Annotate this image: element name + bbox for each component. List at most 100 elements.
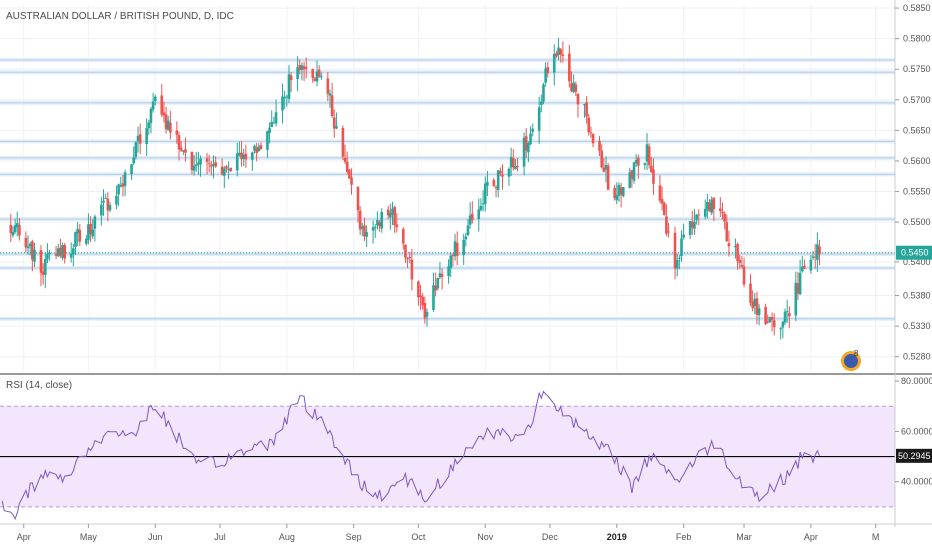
candle-body xyxy=(386,209,390,216)
price-tick-label: 0.5600 xyxy=(903,156,931,166)
candle-body xyxy=(251,152,254,160)
rsi-tick-label: 80.0000 xyxy=(901,376,932,386)
candle-body xyxy=(283,97,286,99)
candle-body xyxy=(380,211,384,229)
candle-body xyxy=(537,107,541,131)
rsi-panel xyxy=(0,373,932,521)
candle-body xyxy=(438,273,442,278)
candle-body xyxy=(18,225,21,236)
candle-body xyxy=(632,162,636,181)
price-tick-label: 0.5500 xyxy=(903,217,931,227)
candle-body xyxy=(738,259,742,263)
candle-body xyxy=(91,229,95,237)
candle-body xyxy=(289,75,293,81)
candle-body xyxy=(253,145,256,151)
candle-body xyxy=(647,146,651,166)
candle-body xyxy=(182,150,185,152)
time-tick-label: Apr xyxy=(804,532,818,542)
candle-body xyxy=(240,152,243,160)
candle-body xyxy=(311,68,315,78)
candle-body xyxy=(425,311,429,317)
candle-body xyxy=(447,266,450,277)
candle-body xyxy=(693,221,696,229)
candle-body xyxy=(328,93,332,96)
candle-body xyxy=(225,166,228,169)
candle-body xyxy=(667,231,670,233)
candle-body xyxy=(121,183,125,187)
candle-body xyxy=(570,83,573,92)
candle-body xyxy=(524,136,528,151)
price-tick-label: 0.5400 xyxy=(903,257,931,267)
candle-body xyxy=(74,232,77,247)
candle-body xyxy=(162,112,166,116)
candle-body xyxy=(341,128,345,157)
candle-body xyxy=(509,156,513,168)
candle-body xyxy=(753,298,757,307)
candle-body xyxy=(617,185,621,196)
price-tick-label: 0.5330 xyxy=(903,321,931,331)
time-tick-label: Jun xyxy=(148,532,163,542)
candle-body xyxy=(772,320,776,327)
candle-body xyxy=(115,195,118,205)
current-price-badge xyxy=(896,245,932,260)
candle-body xyxy=(9,225,13,234)
candle-body xyxy=(719,208,722,211)
candle-body xyxy=(436,277,440,289)
candle-body xyxy=(33,249,36,262)
candle-body xyxy=(266,131,269,150)
candle-body xyxy=(24,237,28,248)
candle-body xyxy=(320,76,323,78)
candle-body xyxy=(645,144,649,162)
candle-body xyxy=(28,243,32,247)
price-tick-label: 0.5750 xyxy=(903,64,931,74)
candle-body xyxy=(507,168,511,177)
candle-body xyxy=(613,187,616,199)
candle-body xyxy=(479,205,483,210)
time-axis: Apr May Jun Jul Aug Sep Oct Nov Dec 2019 Feb Mar Apr… xyxy=(0,523,932,542)
candle-body xyxy=(650,165,653,172)
candle-body xyxy=(783,311,787,323)
candle-body xyxy=(300,65,304,70)
candle-body xyxy=(634,160,638,164)
candle-body xyxy=(145,128,148,145)
candle-body xyxy=(304,67,308,69)
time-tick-label: Aug xyxy=(279,532,295,542)
time-tick-label: Feb xyxy=(676,532,692,542)
candle-body xyxy=(108,205,112,211)
candle-body xyxy=(453,241,457,257)
candle-body xyxy=(637,157,640,166)
candle-body xyxy=(345,161,349,172)
candle-body xyxy=(499,170,502,174)
candle-body xyxy=(768,317,772,323)
candle-body xyxy=(296,67,299,79)
event-badge[interactable]: 8 xyxy=(841,349,861,371)
candle-body xyxy=(132,157,136,164)
candle-body xyxy=(15,223,19,228)
candle-body xyxy=(268,127,271,134)
rsi-legend[interactable]: RSI (14, close) xyxy=(6,380,72,391)
candle-body xyxy=(72,248,75,255)
candle-body xyxy=(41,271,45,275)
candle-body xyxy=(210,165,213,167)
candle-body xyxy=(363,225,366,237)
candle-body xyxy=(46,254,49,260)
candle-body xyxy=(602,167,606,172)
candle-body xyxy=(194,164,198,166)
price-tick-label: 0.5650 xyxy=(903,125,931,135)
candle-body xyxy=(794,282,798,316)
price-axis: 0.5850 0.5800 0.5750 0.5700 0.5650 0.5600 0.55… xyxy=(894,0,932,527)
candle-body xyxy=(798,272,802,295)
candle-body xyxy=(39,250,43,273)
candle-body xyxy=(576,93,580,105)
candle-body xyxy=(587,117,591,133)
price-tick-label: 0.5850 xyxy=(903,3,931,13)
candle-body xyxy=(419,295,422,298)
price-tick-label: 0.5800 xyxy=(903,34,931,44)
time-tick-label: Dec xyxy=(542,532,559,542)
candle-body xyxy=(675,260,679,269)
candle-body xyxy=(242,154,245,159)
candle-body xyxy=(78,229,82,242)
candle-body xyxy=(552,53,556,73)
candle-body xyxy=(688,221,692,235)
candle-body xyxy=(757,308,761,316)
